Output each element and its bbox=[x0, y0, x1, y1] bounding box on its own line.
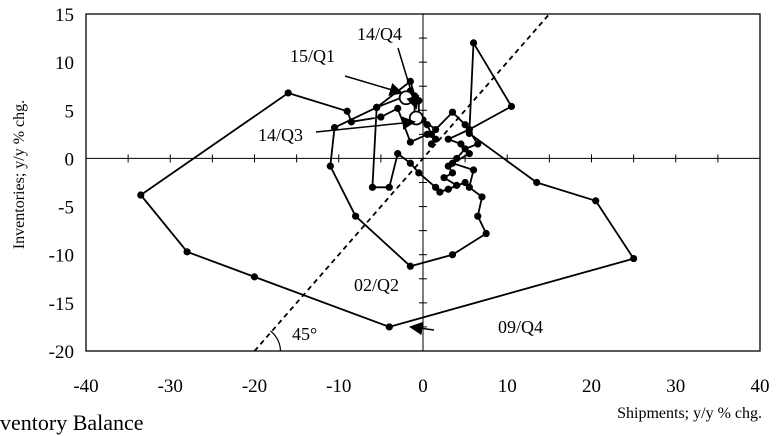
data-point bbox=[436, 188, 444, 196]
annotation-label: 14/Q3 bbox=[258, 125, 303, 145]
data-point bbox=[465, 150, 473, 158]
data-point bbox=[394, 150, 402, 158]
data-point bbox=[406, 262, 414, 270]
data-point bbox=[423, 121, 431, 129]
data-point bbox=[457, 140, 465, 148]
data-point bbox=[326, 162, 334, 170]
data-point bbox=[440, 174, 448, 182]
data-point bbox=[352, 212, 360, 220]
data-point bbox=[469, 39, 478, 47]
y-tick-label: -10 bbox=[49, 246, 74, 267]
data-point bbox=[444, 185, 452, 193]
data-point bbox=[444, 135, 452, 143]
x-tick-label: 30 bbox=[666, 376, 685, 397]
chart-caption: ventory Balance bbox=[0, 410, 144, 435]
annotation-label: 09/Q4 bbox=[498, 317, 543, 337]
y-tick-label: -15 bbox=[49, 294, 74, 315]
data-point bbox=[385, 323, 393, 331]
x-tick-label: 20 bbox=[582, 376, 601, 397]
x-axis-title: Shipments; y/y % chg. bbox=[617, 405, 762, 422]
annotation-arrow bbox=[409, 321, 435, 336]
data-point bbox=[368, 183, 377, 191]
data-point bbox=[474, 140, 482, 148]
data-point bbox=[347, 118, 355, 126]
data-point bbox=[432, 183, 440, 191]
data-point bbox=[592, 197, 600, 205]
data-point bbox=[394, 104, 402, 112]
y-tick-label: -5 bbox=[58, 198, 74, 219]
data-point bbox=[415, 97, 423, 105]
data-point bbox=[453, 154, 461, 163]
data-point bbox=[448, 251, 457, 259]
y-tick-label: 5 bbox=[65, 101, 75, 122]
annotation-label: 14/Q4 bbox=[357, 24, 402, 44]
x-tick-label: 0 bbox=[418, 376, 428, 397]
data-point bbox=[385, 183, 393, 191]
x-tick-label: -20 bbox=[242, 376, 267, 397]
annotation-label: 02/Q2 bbox=[354, 275, 399, 295]
x-tick-label: 40 bbox=[751, 376, 770, 397]
data-point bbox=[373, 103, 381, 111]
data-point bbox=[448, 108, 457, 116]
annotation-arrow bbox=[344, 75, 404, 96]
data-point bbox=[343, 107, 351, 115]
data-point bbox=[415, 169, 423, 177]
annotation-label: 15/Q1 bbox=[290, 46, 335, 66]
data-point bbox=[377, 113, 385, 121]
data-point bbox=[284, 89, 292, 97]
data-point bbox=[427, 140, 436, 148]
data-point bbox=[465, 183, 473, 191]
angle-label: 45° bbox=[292, 324, 317, 344]
data-point bbox=[533, 178, 541, 187]
data-point bbox=[250, 273, 259, 281]
data-point bbox=[478, 193, 486, 201]
data-point bbox=[427, 130, 436, 138]
x-tick-label: -40 bbox=[73, 376, 98, 397]
y-tick-label: 15 bbox=[55, 5, 74, 26]
data-point bbox=[482, 229, 490, 238]
y-tick-label: -20 bbox=[49, 342, 74, 363]
data-point bbox=[137, 191, 145, 199]
inventory-shipment-chart: -40 -30 -20 -10 0 10 20 30 40 -20 -15 -10 -5 0 5 10 15 Sh… bbox=[11, 5, 770, 422]
y-axis-title: Inventories; y/y % chg. bbox=[11, 100, 28, 249]
data-point bbox=[507, 102, 516, 111]
y-tick-label: 0 bbox=[65, 149, 75, 170]
data-point bbox=[461, 178, 469, 187]
data-point bbox=[465, 125, 473, 134]
x-tick-label: -10 bbox=[326, 376, 351, 397]
x-tick-label: -30 bbox=[158, 376, 183, 397]
data-point bbox=[432, 125, 440, 134]
data-point bbox=[453, 181, 461, 189]
data-point bbox=[448, 169, 457, 177]
annotation-arrow bbox=[397, 47, 420, 110]
data-point bbox=[406, 159, 414, 167]
data-point bbox=[630, 254, 638, 263]
data-point bbox=[461, 145, 469, 153]
x-tick-label: 10 bbox=[498, 376, 517, 397]
data-point bbox=[183, 248, 191, 256]
data-point bbox=[432, 135, 440, 143]
data-point bbox=[469, 166, 478, 174]
data-point bbox=[474, 212, 482, 220]
data-point bbox=[461, 121, 469, 129]
angle-arc bbox=[270, 330, 282, 352]
data-point bbox=[444, 162, 452, 170]
y-tick-label: 10 bbox=[55, 53, 74, 74]
annotation-arrow bbox=[315, 116, 416, 133]
data-point bbox=[406, 138, 414, 146]
